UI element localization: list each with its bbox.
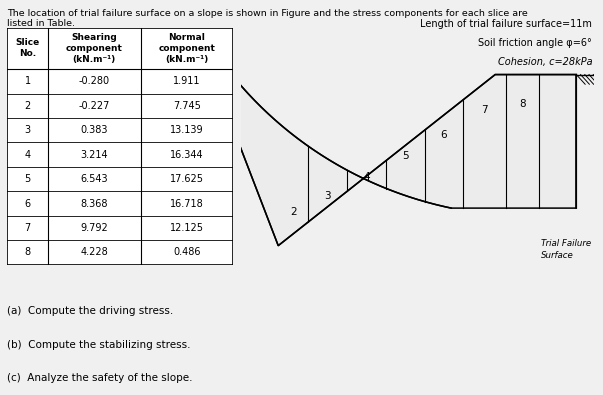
Text: Soil friction angle φ=6°: Soil friction angle φ=6°: [478, 38, 592, 48]
Text: 1.911: 1.911: [173, 76, 201, 87]
Text: 17.625: 17.625: [170, 174, 204, 184]
Text: 8: 8: [25, 247, 31, 258]
Text: 16.344: 16.344: [170, 150, 204, 160]
Text: Cohesion, c=28kPa: Cohesion, c=28kPa: [497, 56, 592, 67]
Text: 6: 6: [441, 130, 447, 140]
Text: 7: 7: [481, 105, 488, 115]
Text: 5: 5: [402, 151, 409, 162]
FancyBboxPatch shape: [7, 28, 233, 265]
Text: -0.280: -0.280: [79, 76, 110, 87]
Text: -0.227: -0.227: [78, 101, 110, 111]
Text: 9.792: 9.792: [80, 223, 108, 233]
Text: 7.745: 7.745: [173, 101, 201, 111]
Text: (a)  Compute the driving stress.: (a) Compute the driving stress.: [7, 306, 174, 316]
Text: 3.214: 3.214: [80, 150, 108, 160]
Text: 0.486: 0.486: [173, 247, 201, 258]
Text: 4.228: 4.228: [80, 247, 108, 258]
Text: Trial Failure
Surface: Trial Failure Surface: [541, 239, 591, 260]
Text: 4: 4: [363, 172, 370, 182]
Text: 3: 3: [25, 125, 31, 135]
Text: Shearing
component
(kN.m⁻¹): Shearing component (kN.m⁻¹): [66, 33, 123, 64]
Text: Length of trial failure surface=11m: Length of trial failure surface=11m: [420, 19, 592, 29]
Text: 8.368: 8.368: [81, 199, 108, 209]
Text: 16.718: 16.718: [170, 199, 204, 209]
Text: 8: 8: [519, 99, 526, 109]
Text: 4: 4: [25, 150, 31, 160]
Text: 2: 2: [25, 101, 31, 111]
Text: 2: 2: [290, 207, 297, 217]
Polygon shape: [172, 0, 576, 246]
Text: listed in Table.: listed in Table.: [7, 19, 75, 28]
Text: 5: 5: [25, 174, 31, 184]
Text: 0.383: 0.383: [81, 125, 108, 135]
Text: (c)  Analyze the safety of the slope.: (c) Analyze the safety of the slope.: [7, 373, 193, 383]
Text: Slice
No.: Slice No.: [16, 38, 40, 58]
Text: 6.543: 6.543: [80, 174, 108, 184]
Text: 7: 7: [25, 223, 31, 233]
Text: (b)  Compute the stabilizing stress.: (b) Compute the stabilizing stress.: [7, 340, 191, 350]
Text: The location of trial failure surface on a slope is shown in Figure and the stre: The location of trial failure surface on…: [7, 9, 528, 18]
Text: 3: 3: [324, 191, 331, 201]
Text: 12.125: 12.125: [170, 223, 204, 233]
Text: 1: 1: [25, 76, 31, 87]
Text: 13.139: 13.139: [170, 125, 204, 135]
Text: 6: 6: [25, 199, 31, 209]
Text: Normal
component
(kN.m⁻¹): Normal component (kN.m⁻¹): [159, 33, 215, 64]
